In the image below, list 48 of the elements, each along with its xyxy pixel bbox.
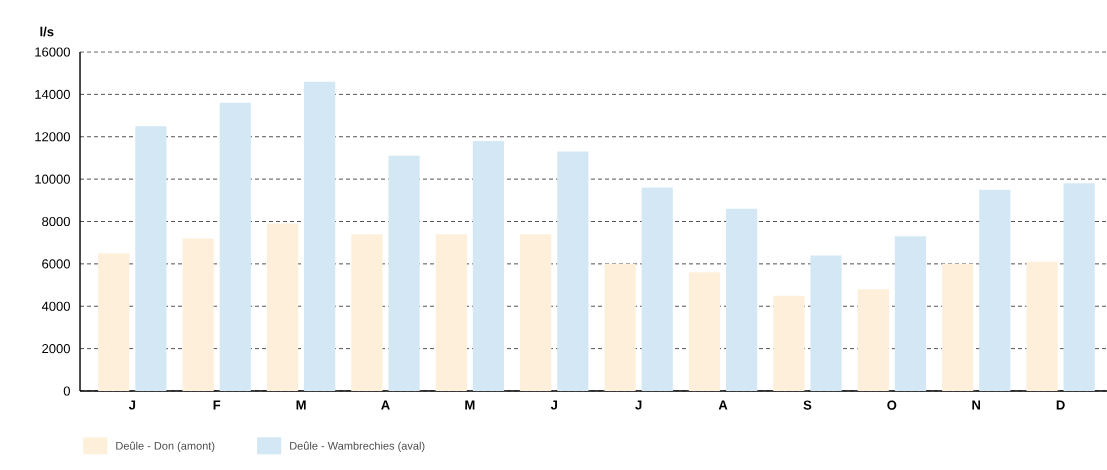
x-tick-label: J [635,400,642,410]
y-tick-label: 2000 [42,344,70,354]
bar [979,189,1011,391]
bar [135,126,167,391]
y-axis-title: l/s [40,26,54,37]
bar [98,253,130,391]
bar [182,238,214,391]
x-tick-label: A [718,400,728,410]
x-tick-label: O [887,400,897,410]
bar [942,263,974,391]
y-tick-label: 4000 [41,301,70,311]
x-tick-label: D [1056,400,1065,410]
y-tick-label: 8000 [42,216,70,227]
bar [520,234,552,391]
bar [472,140,505,391]
x-tick-label: F [213,400,221,410]
bar [725,208,758,391]
bar [266,223,299,391]
bar [857,289,889,391]
x-tick-label: M [465,400,475,410]
legend-label: Deûle - Don (amont) [116,441,215,452]
x-tick-label: A [381,400,390,410]
x-tick-label: S [803,400,812,410]
bar [219,102,251,391]
bar [1063,183,1095,391]
bar [351,234,383,391]
bar [604,263,636,391]
y-tick-label: 16000 [35,47,70,57]
bar [557,151,589,391]
bar [641,187,673,391]
y-tick-label: 10000 [35,174,70,184]
x-tick-label: N [972,400,981,410]
bar [435,234,467,391]
x-tick-label: J [550,400,557,410]
bar [1026,261,1058,391]
x-tick-label: J [128,400,136,410]
y-tick-label: 12000 [35,132,70,142]
legend-label: Deûle - Wambrechies (aval) [290,441,425,452]
y-tick-label: 6000 [42,259,70,269]
bar [894,236,926,391]
y-tick-label: 14000 [35,89,70,99]
bar [688,272,721,391]
x-tick-label: M [296,400,306,410]
y-tick-label: 0 [63,386,70,396]
bar [810,255,842,391]
bar [773,295,805,391]
bar [388,155,420,391]
bar [304,81,336,391]
